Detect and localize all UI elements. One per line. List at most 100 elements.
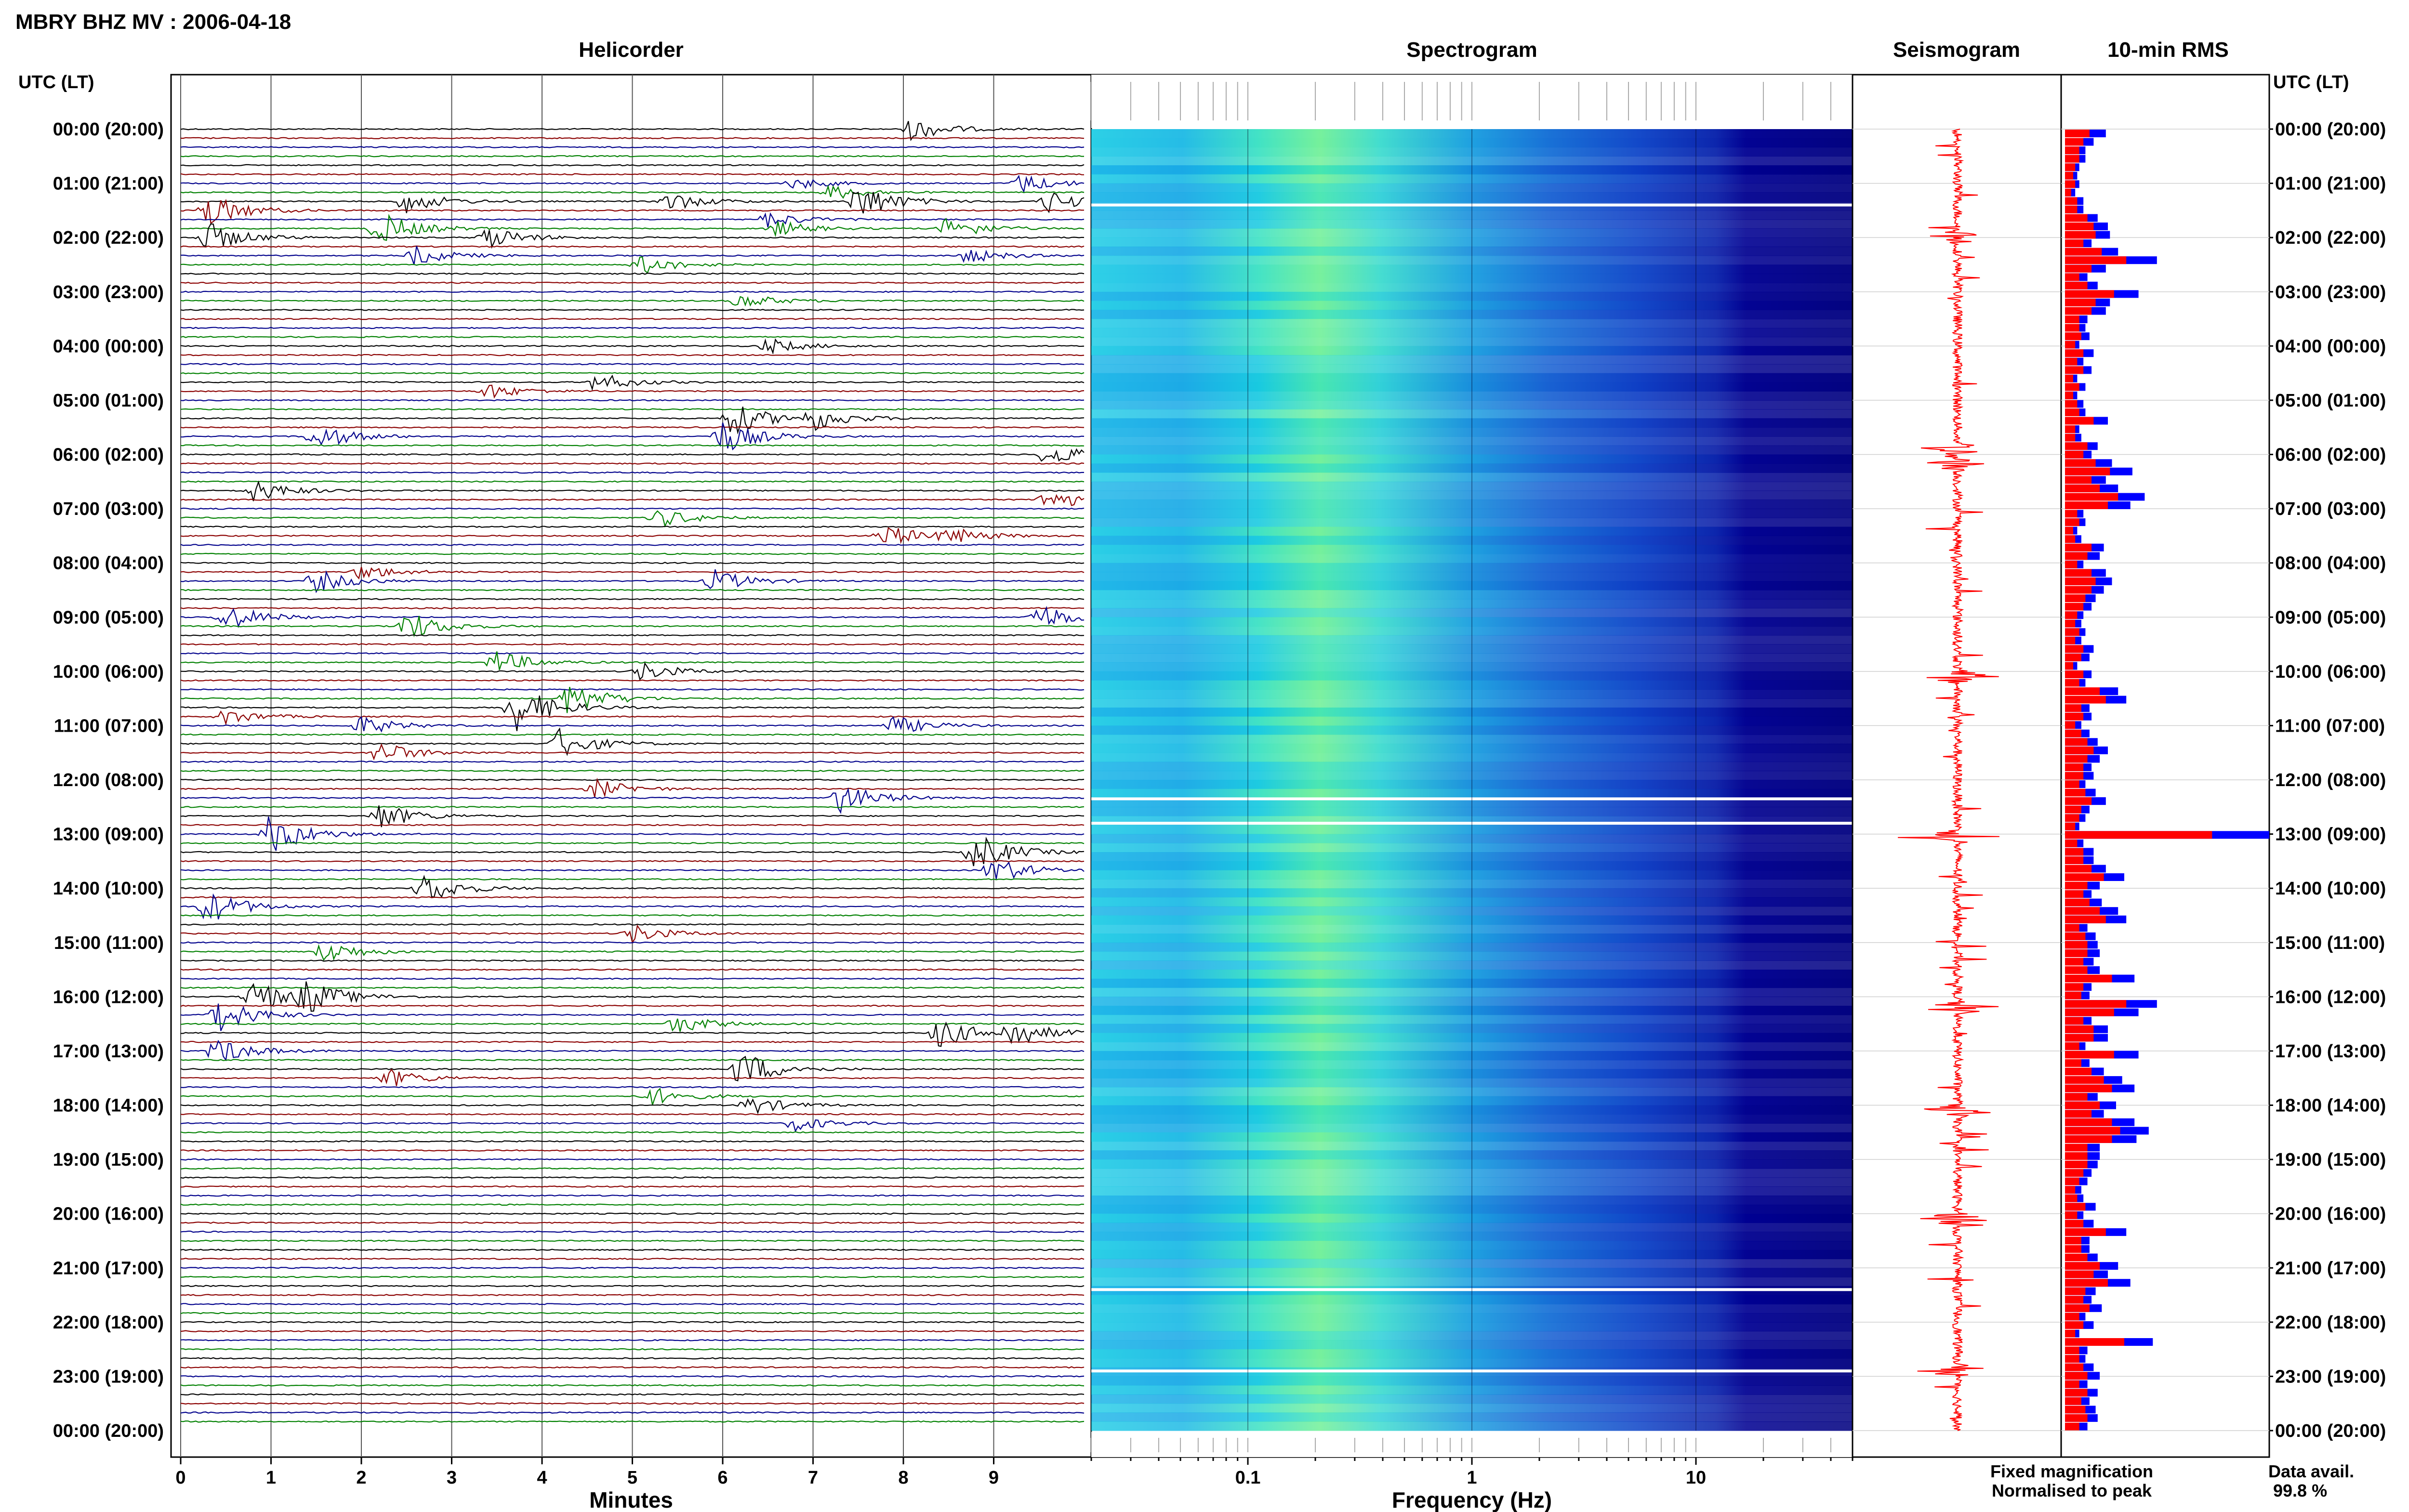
rms-bar-normalised — [2065, 1194, 2078, 1202]
rms-bar-normalised — [2065, 1236, 2081, 1245]
rms-bar-normalised — [2065, 746, 2094, 754]
rms-bar-normalised — [2065, 223, 2094, 230]
time-label-right: 17:00 (13:00) — [2275, 1041, 2386, 1062]
time-label-right: 04:00 (00:00) — [2275, 336, 2386, 356]
rms-bar-normalised — [2065, 1101, 2100, 1109]
rms-bar-normalised — [2065, 789, 2086, 797]
rms-bar-normalised — [2065, 1025, 2094, 1033]
rms-bar-normalised — [2065, 763, 2084, 771]
rms-bar-normalised — [2065, 1329, 2076, 1338]
rms-bar-normalised — [2065, 1169, 2084, 1177]
time-label-right: 08:00 (04:00) — [2275, 553, 2386, 574]
rms-bar-normalised — [2065, 983, 2084, 991]
spectrogram-title: Spectrogram — [1406, 38, 1537, 62]
time-label-left: 01:00 (21:00) — [53, 174, 164, 194]
rms-bar-normalised — [2065, 1380, 2079, 1388]
rms-bar-normalised — [2065, 459, 2096, 467]
rms-bar-normalised — [2065, 535, 2076, 543]
helicorder-trace — [180, 761, 1085, 763]
time-label-left: 07:00 (03:00) — [53, 499, 164, 519]
helicorder-trace — [180, 1258, 1085, 1260]
helicorder-trace — [180, 1285, 1085, 1288]
rms-bar-normalised — [2065, 1220, 2084, 1228]
helicorder-trace — [180, 968, 1085, 971]
rms-bar-normalised — [2065, 155, 2079, 163]
helicorder-trace — [180, 1222, 1085, 1224]
helicorder-trace — [180, 1176, 1085, 1179]
left-axis-label: UTC (LT) — [18, 72, 94, 92]
helicorder-trace — [180, 336, 1084, 338]
rms-bar-normalised — [2065, 341, 2076, 349]
helicorder-trace — [180, 422, 1085, 451]
helicorder-trace — [180, 407, 1085, 435]
time-label-left: 11:00 (07:00) — [54, 716, 164, 736]
rms-bar-normalised — [2065, 569, 2092, 577]
rms-bar-normalised — [2065, 1118, 2112, 1126]
time-label-left: 16:00 (12:00) — [53, 987, 164, 1007]
helicorder-trace — [180, 272, 1085, 275]
rms-bar-normalised — [2065, 1422, 2079, 1431]
rms-bar-normalised — [2065, 434, 2076, 442]
helicorder-trace — [180, 121, 1085, 142]
rms-bar-normalised — [2065, 1076, 2104, 1084]
helicorder-trace — [180, 372, 1085, 374]
helicorder-trace — [180, 778, 1085, 781]
helicorder-xtick-label: 6 — [717, 1468, 728, 1488]
rms-bar-normalised — [2065, 197, 2078, 205]
rms-bar-normalised — [2065, 1059, 2081, 1067]
time-label-left: 06:00 (02:00) — [53, 445, 164, 465]
rms-bar-normalised — [2065, 1042, 2079, 1050]
rms-bar-normalised — [2065, 839, 2078, 847]
rms-bar-normalised — [2065, 1144, 2088, 1152]
helicorder-trace — [180, 651, 1085, 671]
time-label-left: 02:00 (22:00) — [53, 228, 164, 248]
helicorder-trace — [180, 686, 1085, 713]
helicorder-trace — [180, 923, 1085, 926]
helicorder-trace — [180, 507, 1085, 510]
rms-bar-normalised — [2065, 1279, 2108, 1287]
rms-bar-normalised — [2065, 1000, 2127, 1008]
helicorder-xtick-label: 2 — [356, 1468, 366, 1488]
helicorder-trace — [180, 981, 1085, 1012]
time-label-left: 00:00 (20:00) — [53, 1421, 164, 1441]
helicorder-trace — [180, 1068, 1085, 1086]
rms-bar-normalised — [2065, 1296, 2084, 1304]
helicorder-trace — [180, 374, 1085, 391]
time-label-right: 15:00 (11:00) — [2275, 933, 2385, 953]
time-label-left: 10:00 (06:00) — [53, 662, 164, 682]
helicorder-trace — [180, 1131, 1085, 1134]
rms-bar-normalised — [2065, 130, 2090, 137]
time-label-left: 00:00 (20:00) — [53, 119, 164, 140]
time-label-left: 21:00 (17:00) — [53, 1258, 164, 1278]
helicorder-trace — [180, 384, 1085, 399]
rms-bar-normalised — [2065, 755, 2088, 763]
rms-bar-normalised — [2065, 603, 2084, 611]
helicorder-trace — [180, 696, 1085, 731]
rms-bar-normalised — [2065, 1406, 2086, 1414]
rms-bar-normalised — [2065, 865, 2092, 873]
rms-bar-normalised — [2065, 974, 2112, 983]
time-label-left: 18:00 (14:00) — [53, 1096, 164, 1116]
helicorder-trace — [180, 462, 1085, 465]
rms-bar-normalised — [2065, 214, 2088, 222]
rms-bar-normalised — [2065, 1160, 2088, 1169]
rms-bar-normalised — [2065, 163, 2076, 171]
helicorder-trace — [180, 527, 1085, 544]
helicorder-trace — [180, 616, 1085, 638]
rms-bar-normalised — [2065, 298, 2096, 306]
rms-bar-normalised — [2065, 1287, 2086, 1295]
helicorder-trace — [180, 569, 1085, 593]
helicorder-trace — [180, 1119, 1085, 1133]
helicorder-trace — [180, 716, 1085, 733]
rms-title: 10-min RMS — [2107, 38, 2229, 62]
rms-bar-normalised — [2065, 814, 2079, 822]
rms-bar-normalised — [2065, 425, 2076, 434]
helicorder-xtick-label: 5 — [627, 1468, 637, 1488]
time-label-right: 05:00 (01:00) — [2275, 391, 2386, 411]
rms-bar-normalised — [2065, 687, 2100, 695]
rms-bar-normalised — [2065, 205, 2078, 213]
time-label-right: 12:00 (08:00) — [2275, 770, 2386, 790]
rms-bar-normalised — [2065, 171, 2073, 180]
rms-bar-normalised — [2065, 290, 2114, 298]
rms-bar-normalised — [2065, 856, 2084, 864]
